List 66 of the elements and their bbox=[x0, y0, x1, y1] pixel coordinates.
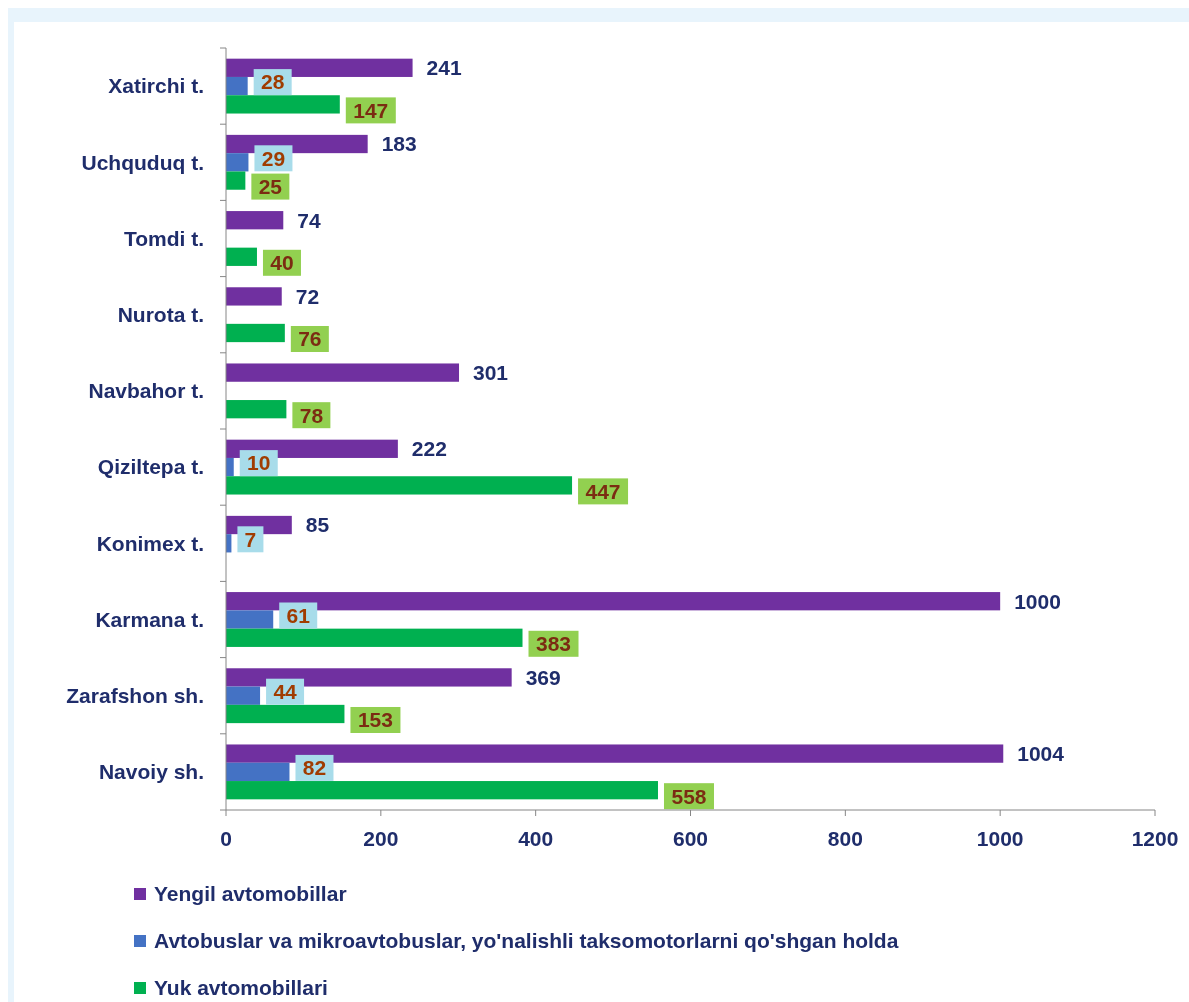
data-label: 369 bbox=[525, 665, 561, 689]
bar bbox=[226, 668, 512, 687]
bar bbox=[226, 628, 523, 647]
x-tick-label: 0 bbox=[220, 827, 232, 850]
data-label: 74 bbox=[297, 208, 321, 232]
y-tick-label: Nurota t. bbox=[117, 303, 204, 327]
legend-label: Yengil avtomobillar bbox=[154, 882, 347, 906]
bar bbox=[226, 171, 246, 190]
bar bbox=[226, 95, 340, 114]
x-tick-label: 800 bbox=[827, 827, 863, 850]
x-tick-label: 1200 bbox=[1131, 827, 1179, 850]
data-label: 10 bbox=[247, 451, 271, 475]
y-tick-label: Tomdi t. bbox=[123, 226, 204, 250]
bar bbox=[226, 323, 285, 343]
data-label: 7 bbox=[244, 527, 257, 551]
data-label: 383 bbox=[535, 632, 572, 656]
y-tick-label: Xatirchi t. bbox=[108, 74, 204, 98]
bar bbox=[226, 744, 1004, 763]
y-tick-label: Navoiy sh. bbox=[98, 760, 204, 784]
bar bbox=[226, 363, 460, 382]
data-label: 558 bbox=[671, 784, 707, 808]
bar bbox=[226, 400, 287, 419]
bar bbox=[226, 704, 345, 724]
data-label: 241 bbox=[426, 56, 462, 80]
data-label: 301 bbox=[473, 360, 509, 384]
bar bbox=[226, 476, 573, 495]
bar bbox=[226, 592, 1001, 611]
data-label: 44 bbox=[273, 680, 298, 704]
y-tick-label: Konimex t. bbox=[96, 531, 204, 555]
data-label: 1004 bbox=[1017, 741, 1065, 765]
bar bbox=[226, 781, 658, 800]
data-label: 25 bbox=[258, 174, 283, 198]
legend-label: Avtobuslar va mikroavtobuslar, yo'nalishli taksomotorlarni qo'shgan holda bbox=[154, 929, 899, 953]
y-tick-label: Zarafshon sh. bbox=[66, 684, 204, 708]
bar bbox=[226, 211, 284, 230]
bar bbox=[226, 610, 274, 629]
y-tick-label: Qiziltepa t. bbox=[97, 455, 204, 479]
data-label: 447 bbox=[585, 479, 621, 503]
data-label: 82 bbox=[302, 756, 327, 780]
data-label: 40 bbox=[270, 251, 294, 275]
x-tick-label: 200 bbox=[363, 827, 399, 850]
data-label: 222 bbox=[411, 437, 447, 461]
y-tick-label: Karmana t. bbox=[95, 607, 204, 631]
y-tick-label: Navbahor t. bbox=[88, 379, 204, 403]
bar bbox=[226, 76, 248, 96]
bar bbox=[226, 762, 290, 782]
legend-label: Yuk avtomobillari bbox=[154, 976, 328, 1000]
bar bbox=[226, 153, 249, 172]
data-label: 153 bbox=[357, 708, 393, 732]
x-tick-label: 400 bbox=[518, 827, 554, 850]
data-label: 78 bbox=[299, 403, 324, 427]
data-label: 147 bbox=[353, 98, 389, 122]
bar bbox=[226, 686, 261, 705]
data-label: 72 bbox=[295, 284, 320, 308]
y-tick-label: Uchquduq t. bbox=[81, 150, 204, 174]
data-label: 183 bbox=[381, 132, 417, 156]
data-label: 28 bbox=[261, 70, 285, 94]
data-label: 1000 bbox=[1014, 589, 1061, 613]
bar bbox=[226, 287, 282, 306]
x-tick-label: 1000 bbox=[976, 827, 1024, 850]
data-label: 76 bbox=[298, 327, 322, 351]
data-label: 61 bbox=[286, 603, 311, 627]
bar bbox=[226, 247, 257, 266]
data-label: 29 bbox=[261, 146, 286, 170]
x-tick-label: 600 bbox=[672, 827, 709, 850]
data-label: 85 bbox=[305, 513, 330, 537]
